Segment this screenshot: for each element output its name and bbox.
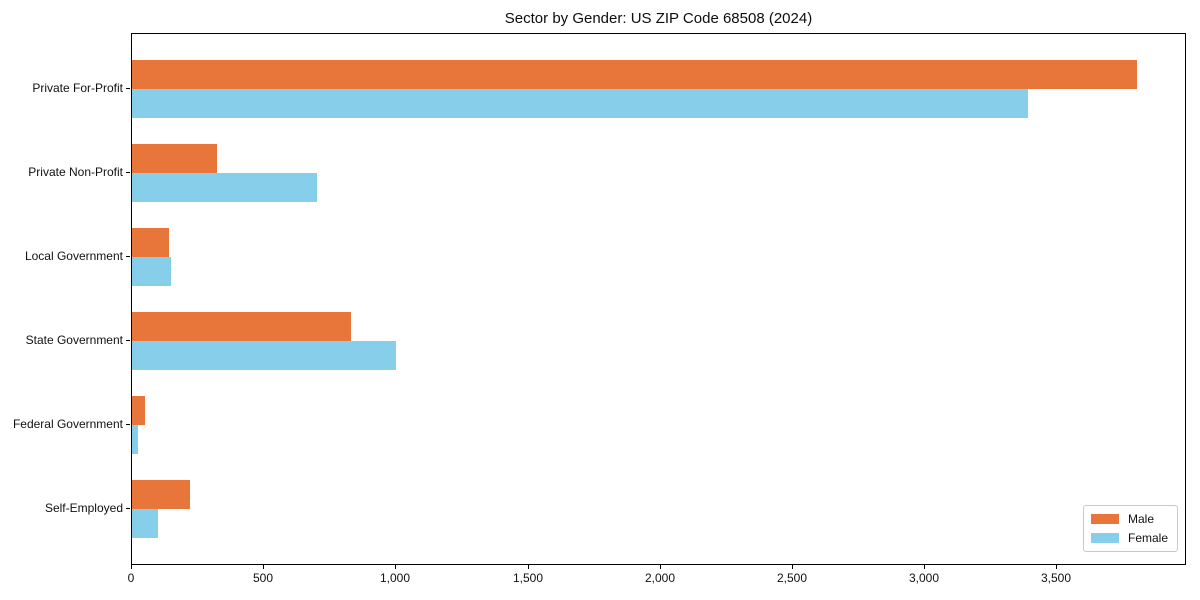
chart-title: Sector by Gender: US ZIP Code 68508 (202… <box>504 10 813 27</box>
x-tick-label-3-000: 3,000 <box>908 571 940 585</box>
y-tick-mark <box>126 256 130 257</box>
legend-item-female: Female <box>1090 531 1168 545</box>
bar-male-self-employed <box>132 480 190 509</box>
legend-label-male: Male <box>1127 512 1154 526</box>
y-tick-label-private-non-profit: Private Non-Profit <box>28 165 123 179</box>
x-tick-mark <box>528 565 529 569</box>
bar-female-private-non-profit <box>132 173 317 202</box>
bar-male-private-non-profit <box>132 144 217 173</box>
x-tick-label-2-500: 2,500 <box>776 571 808 585</box>
bar-male-local-government <box>132 228 169 257</box>
x-tick-mark <box>263 565 264 569</box>
x-tick-label-3-500: 3,500 <box>1040 571 1072 585</box>
x-tick-mark <box>660 565 661 569</box>
y-tick-mark <box>126 508 130 509</box>
bar-female-state-government <box>132 341 396 370</box>
male-swatch-icon <box>1090 514 1119 524</box>
x-tick-label-500: 500 <box>252 571 274 585</box>
bar-male-federal-government <box>132 396 145 425</box>
y-tick-mark <box>126 424 130 425</box>
y-tick-mark <box>126 172 130 173</box>
plot-area: Male Female <box>131 33 1186 565</box>
x-tick-label-1-500: 1,500 <box>512 571 544 585</box>
x-tick-label-2-000: 2,000 <box>644 571 676 585</box>
female-swatch-icon <box>1090 533 1119 543</box>
x-tick-mark <box>395 565 396 569</box>
x-tick-mark <box>131 565 132 569</box>
legend: Male Female <box>1082 505 1178 552</box>
x-tick-mark <box>1056 565 1057 569</box>
bar-female-self-employed <box>132 509 158 538</box>
y-tick-mark <box>126 88 130 89</box>
bar-female-federal-government <box>132 425 138 454</box>
x-tick-label-0: 0 <box>127 571 135 585</box>
y-tick-label-federal-government: Federal Government <box>12 417 123 431</box>
y-tick-label-self-employed: Self-Employed <box>44 501 123 515</box>
bar-male-private-for-profit <box>132 60 1137 89</box>
y-tick-label-state-government: State Government <box>25 333 123 347</box>
x-tick-mark <box>924 565 925 569</box>
legend-item-male: Male <box>1090 512 1168 526</box>
y-tick-label-private-for-profit: Private For-Profit <box>32 81 123 95</box>
y-tick-label-local-government: Local Government <box>24 249 123 263</box>
legend-label-female: Female <box>1127 531 1168 545</box>
y-tick-mark <box>126 340 130 341</box>
bar-female-private-for-profit <box>132 89 1028 118</box>
x-tick-label-1-000: 1,000 <box>379 571 411 585</box>
bar-male-state-government <box>132 312 351 341</box>
bar-female-local-government <box>132 257 171 286</box>
x-tick-mark <box>792 565 793 569</box>
